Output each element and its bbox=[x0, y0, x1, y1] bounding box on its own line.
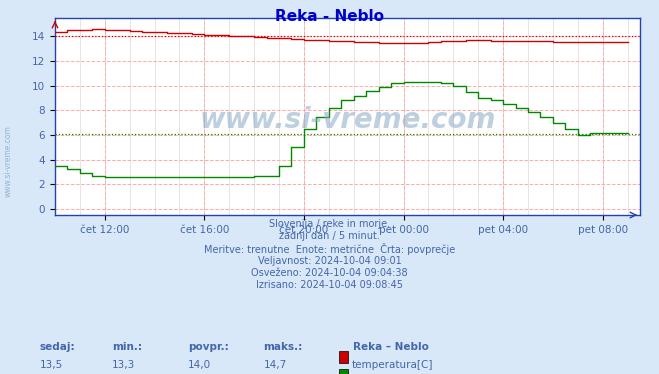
Text: Meritve: trenutne  Enote: metrične  Črta: povprečje: Meritve: trenutne Enote: metrične Črta: … bbox=[204, 243, 455, 255]
Text: Slovenija / reke in morje.: Slovenija / reke in morje. bbox=[269, 219, 390, 229]
Text: Reka – Neblo: Reka – Neblo bbox=[353, 342, 428, 352]
Text: www.si-vreme.com: www.si-vreme.com bbox=[199, 107, 496, 134]
Text: Izrisano: 2024-10-04 09:08:45: Izrisano: 2024-10-04 09:08:45 bbox=[256, 280, 403, 291]
Text: 14,7: 14,7 bbox=[264, 360, 287, 370]
Text: 14,0: 14,0 bbox=[188, 360, 211, 370]
Text: Osveženo: 2024-10-04 09:04:38: Osveženo: 2024-10-04 09:04:38 bbox=[251, 268, 408, 278]
Text: povpr.:: povpr.: bbox=[188, 342, 229, 352]
Text: zadnji dan / 5 minut.: zadnji dan / 5 minut. bbox=[279, 231, 380, 241]
Text: Veljavnost: 2024-10-04 09:01: Veljavnost: 2024-10-04 09:01 bbox=[258, 256, 401, 266]
Text: sedaj:: sedaj: bbox=[40, 342, 75, 352]
Text: min.:: min.: bbox=[112, 342, 142, 352]
Text: temperatura[C]: temperatura[C] bbox=[352, 360, 434, 370]
Text: www.si-vreme.com: www.si-vreme.com bbox=[3, 125, 13, 197]
Text: 13,3: 13,3 bbox=[112, 360, 135, 370]
Text: Reka - Neblo: Reka - Neblo bbox=[275, 9, 384, 24]
Text: 13,5: 13,5 bbox=[40, 360, 63, 370]
Text: maks.:: maks.: bbox=[264, 342, 303, 352]
